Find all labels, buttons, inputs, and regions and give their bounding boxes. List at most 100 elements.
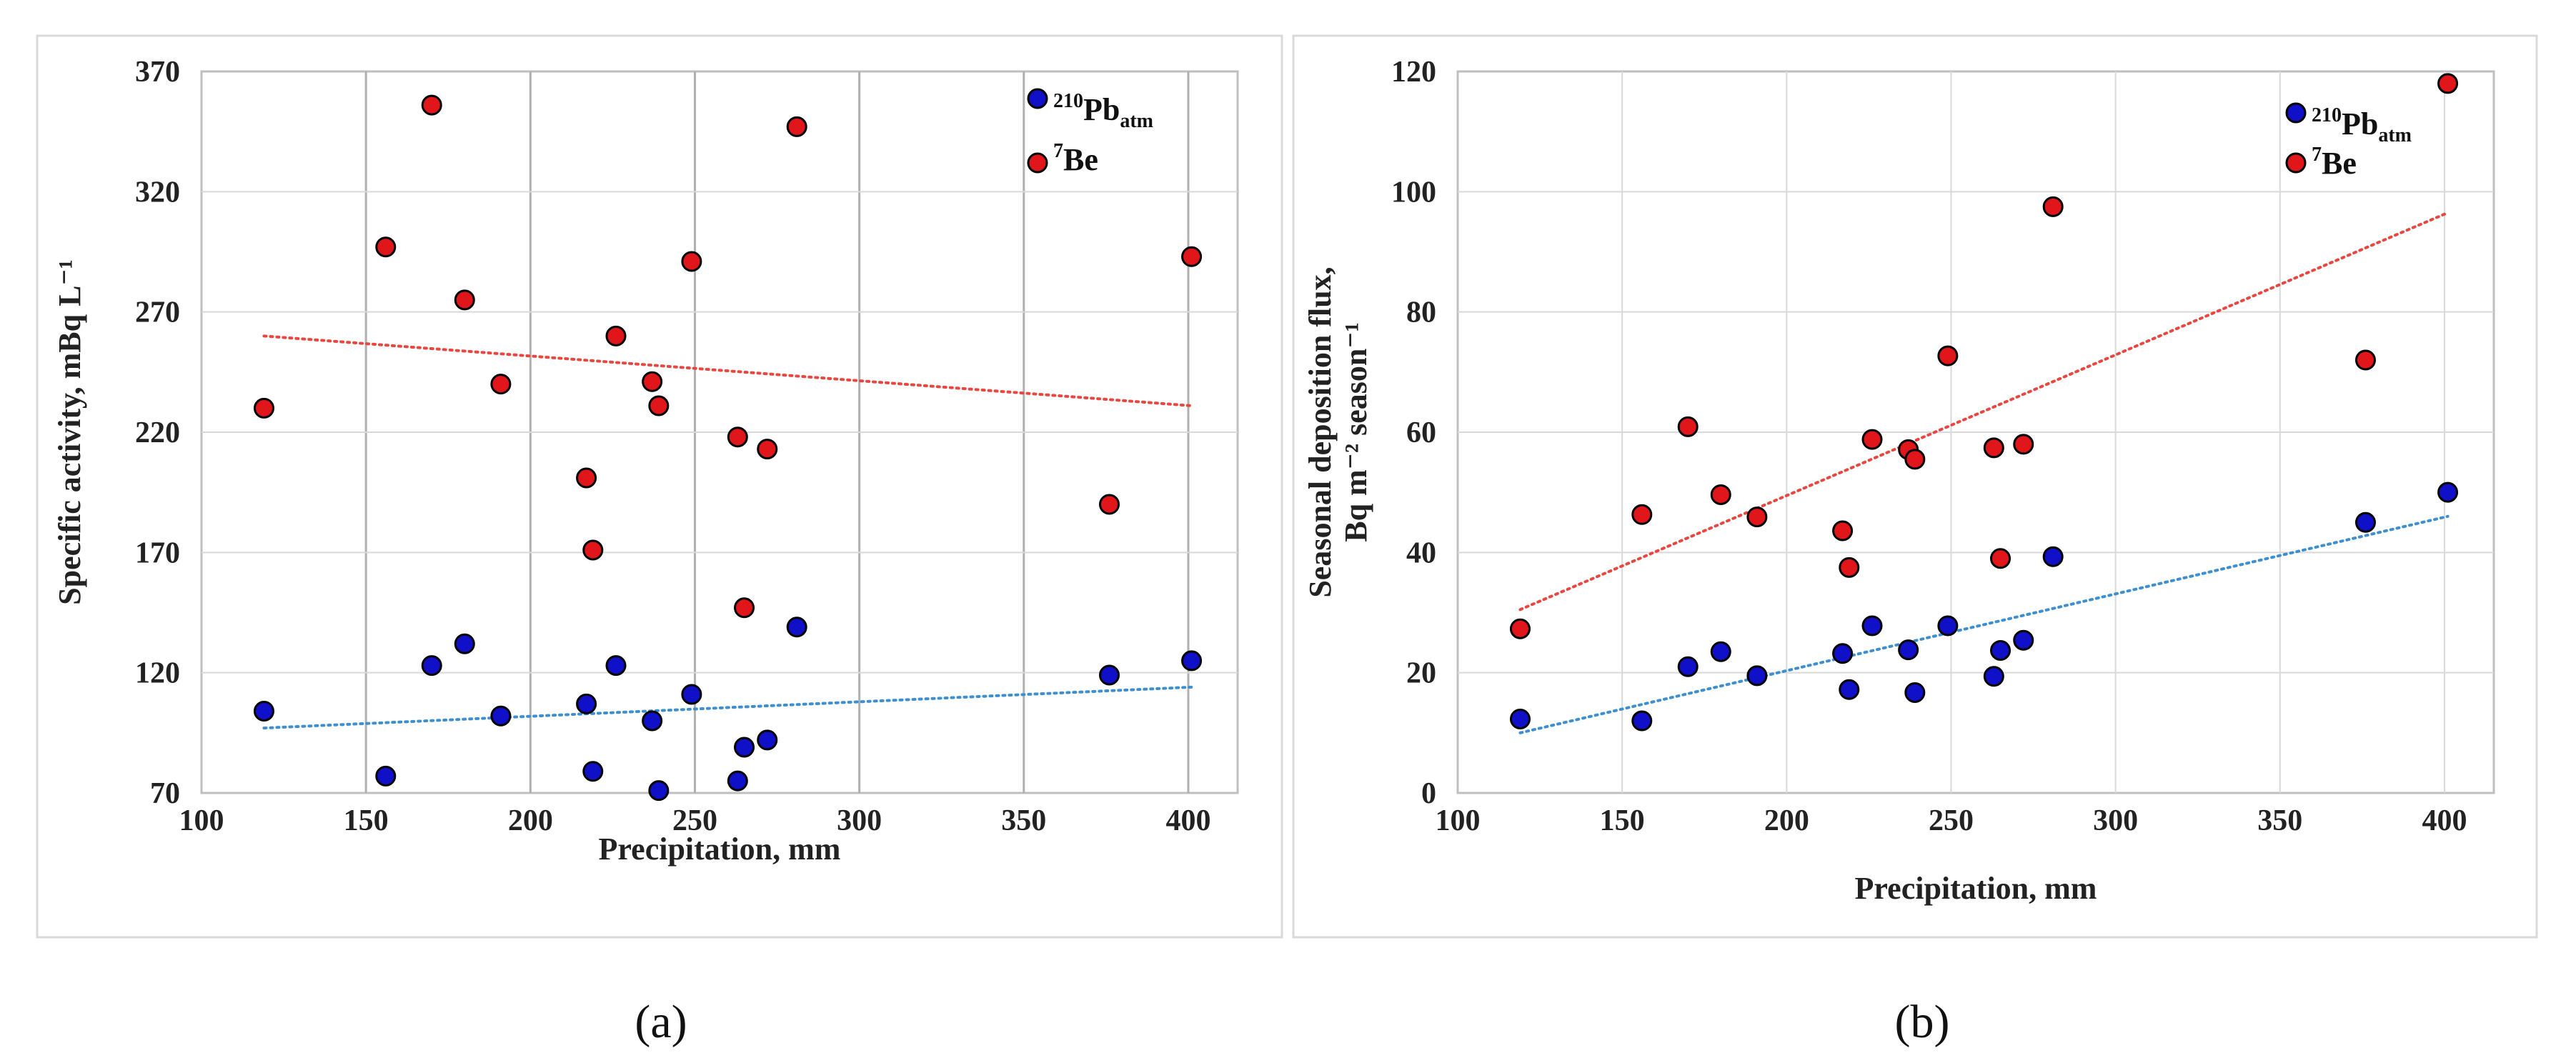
panel-b-point-be-5 <box>1832 520 1854 542</box>
panel-a-legend-label-be: 7Be <box>1053 140 1098 177</box>
panel-b-point-be-6 <box>1839 557 1860 578</box>
panel-b-trendline-be <box>1518 211 2450 612</box>
panel-b-point-be-12 <box>1990 548 2011 569</box>
panel-a-point-pb-3 <box>454 633 475 654</box>
panel-b-x-tick-250: 250 <box>1929 804 1974 837</box>
panel-b-y-tick-20: 20 <box>1406 657 1436 690</box>
panel-b-point-be-15 <box>2354 349 2376 371</box>
panel-a-y-axis-label: Specific activity, mBq L⁻¹ <box>52 259 87 605</box>
panel-b-x-tick-300: 300 <box>2093 804 2138 837</box>
panel-a-y-tick-170: 170 <box>135 537 180 569</box>
panel-a-gridlines <box>202 71 1238 793</box>
panel-b-point-be-0 <box>1509 618 1531 639</box>
panel-a-point-pb-5 <box>576 693 597 714</box>
panel-b-point-pb-16 <box>2437 481 2459 503</box>
panel-b-legend-marker-be <box>2285 152 2307 174</box>
panel-b-point-pb-4 <box>1746 665 1768 687</box>
panel-a-trendlines <box>262 334 1193 730</box>
panel-b-point-pb-10 <box>1937 615 1959 637</box>
panel-b-point-pb-12 <box>1990 640 2011 662</box>
panel-a-point-pb-6 <box>582 761 604 782</box>
panel-a-trendline-pb <box>262 685 1193 730</box>
panel-a-x-tick-250: 250 <box>672 804 717 837</box>
panel-a-points <box>253 94 1203 802</box>
panel-b-y-axis-label: Seasonal deposition flux, Bq m⁻² season⁻… <box>1303 266 1373 597</box>
panel-a-x-ticks: 100 150 200 250 300 350 400 <box>179 804 1211 837</box>
panel-b-legend-marker-pb <box>2285 102 2307 124</box>
panel-a-point-be-12 <box>734 597 755 619</box>
panel-b-x-tick-150: 150 <box>1600 804 1645 837</box>
panel-a-point-pb-14 <box>786 617 807 638</box>
panel-a-legend-marker-pb <box>1027 88 1048 109</box>
panel-a-point-pb-1 <box>375 765 397 787</box>
panel-b-point-pb-0 <box>1509 708 1531 729</box>
panel-a-x-tick-100: 100 <box>179 804 224 837</box>
panel-a-legend: 210Pbatm 7Be <box>1027 88 1153 177</box>
panel-a-point-pb-7 <box>605 655 627 677</box>
panel-a-point-pb-15 <box>1098 664 1120 686</box>
panel-a-point-be-13 <box>757 439 778 460</box>
panel-b-point-pb-13 <box>2013 629 2034 651</box>
panel-a-x-axis-label: Precipitation, mm <box>599 832 841 867</box>
panel-b-y-ticks: 0 20 40 60 80 100 120 <box>1391 56 1436 810</box>
panel-a-point-pb-4 <box>490 705 512 727</box>
panel-b-legend: 210Pbatm 7Be <box>2285 102 2412 181</box>
panel-a-trendline-be <box>262 334 1193 407</box>
panel-a-y-tick-220: 220 <box>135 416 180 449</box>
panel-a-y-tick-320: 320 <box>135 176 180 209</box>
panel-a-point-be-10 <box>681 251 702 272</box>
panel-a-x-tick-200: 200 <box>508 804 553 837</box>
panel-b-x-tick-200: 200 <box>1764 804 1809 837</box>
panel-a-point-be-6 <box>582 539 604 561</box>
panel-a-y-tick-370: 370 <box>135 56 180 89</box>
panel-a-point-be-1 <box>375 236 397 258</box>
panel-b-y-tick-0: 0 <box>1421 777 1436 810</box>
panel-a-y-tick-270: 270 <box>135 296 180 329</box>
panel-b-point-pb-2 <box>1677 656 1699 677</box>
panel-a-point-be-9 <box>648 395 670 416</box>
panel-b-y-axis-label-line2: Bq m⁻² season⁻¹ <box>1338 322 1373 542</box>
panel-b-point-pb-15 <box>2354 511 2376 533</box>
panel-a-point-pb-10 <box>681 684 702 705</box>
panel-a-point-be-14 <box>786 116 807 137</box>
panel-a-point-be-3 <box>454 289 475 311</box>
panel-b-x-tick-100: 100 <box>1436 804 1481 837</box>
panel-b-point-be-14 <box>2042 196 2064 217</box>
panel-b-x-axis-label: Precipitation, mm <box>1855 871 2097 906</box>
panel-b-point-be-7 <box>1861 429 1883 450</box>
panel-b-point-pb-14 <box>2042 546 2064 567</box>
panel-b-points <box>1509 73 2459 732</box>
panel-b-x-ticks: 100 150 200 250 300 350 400 <box>1436 804 2467 837</box>
panel-a-legend-label-pb: 210Pbatm <box>1053 90 1153 132</box>
panel-a-point-be-7 <box>605 325 627 346</box>
panel-b-x-tick-350: 350 <box>2257 804 2302 837</box>
panel-b-point-pb-3 <box>1710 641 1731 662</box>
panel-a-point-be-5 <box>576 467 597 489</box>
panel-b-trendlines <box>1518 211 2450 734</box>
panel-b-y-tick-40: 40 <box>1406 537 1436 569</box>
panel-a-point-pb-16 <box>1181 650 1203 672</box>
panel-a-point-be-4 <box>490 374 512 395</box>
panel-b-point-be-9 <box>1904 449 1926 470</box>
panel-a-caption: (a) <box>635 996 687 1048</box>
panel-b-y-axis-label-line1: Seasonal deposition flux, <box>1303 266 1338 597</box>
panel-b-y-tick-100: 100 <box>1391 176 1436 209</box>
panel-b-point-be-11 <box>1983 437 2004 459</box>
panel-a-point-pb-0 <box>253 701 274 722</box>
panel-a-point-pb-2 <box>421 655 442 677</box>
panel-a-x-tick-400: 400 <box>1165 804 1210 837</box>
panel-b-point-be-13 <box>2013 434 2034 455</box>
panel-b-trendline-pb <box>1518 514 2450 734</box>
panel-b-point-pb-6 <box>1839 679 1860 700</box>
panel-a-y-tick-120: 120 <box>135 657 180 690</box>
panel-b-point-pb-11 <box>1983 666 2004 687</box>
panel-a-point-be-0 <box>253 397 274 419</box>
panel-b-point-be-3 <box>1710 484 1731 506</box>
panel-b-point-be-4 <box>1746 506 1768 528</box>
panel-b-y-tick-120: 120 <box>1391 56 1436 89</box>
panel-a-point-pb-9 <box>648 780 670 802</box>
panel-a-y-tick-70: 70 <box>150 777 180 810</box>
panel-b-gridlines <box>1458 71 2494 793</box>
panel-a-point-be-8 <box>642 371 663 392</box>
